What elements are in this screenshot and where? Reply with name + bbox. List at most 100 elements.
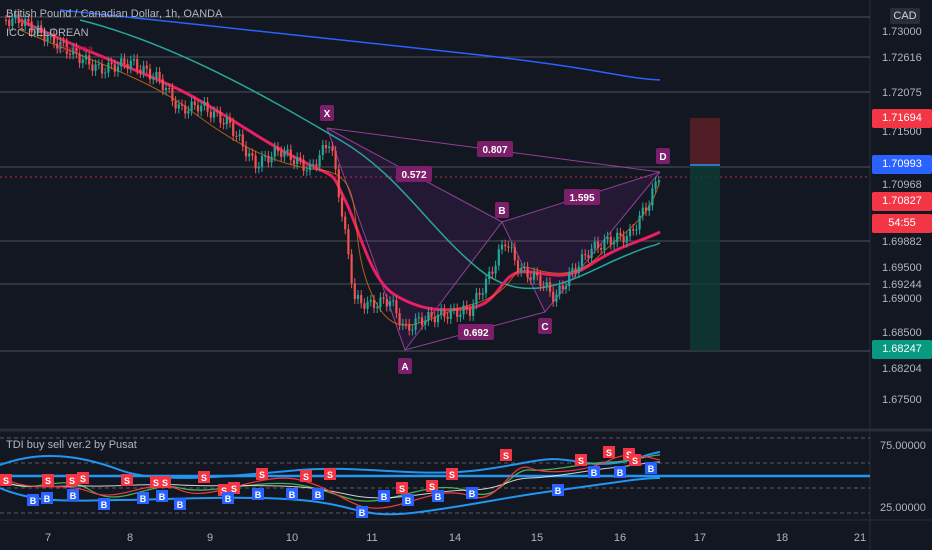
pattern-point-c bbox=[538, 318, 552, 334]
pattern-point-b bbox=[495, 202, 509, 218]
price-tag: 54:55 bbox=[872, 214, 932, 233]
symbol-title: British Pound / Canadian Dollar, 1h, OAN… bbox=[6, 8, 223, 20]
pattern-ratio bbox=[477, 141, 513, 157]
price-axis-label: 1.72616 bbox=[882, 52, 922, 64]
svg-text:B: B bbox=[315, 490, 322, 500]
svg-text:B: B bbox=[289, 490, 296, 500]
pattern-point-d bbox=[656, 148, 670, 164]
price-axis-label: 1.69000 bbox=[882, 293, 922, 305]
svg-text:S: S bbox=[606, 448, 612, 458]
tdi-signals: SSSSSSSSSSSSSSSSSSSSSBBBBBBBBBBBBBBBBBBB… bbox=[0, 446, 657, 518]
time-axis-label: 9 bbox=[207, 532, 213, 544]
svg-text:S: S bbox=[449, 470, 455, 480]
svg-text:S: S bbox=[303, 472, 309, 482]
price-candles: X A B C D 0.807 0.572 1.595 0.692 bbox=[4, 9, 670, 374]
svg-text:B: B bbox=[555, 486, 562, 496]
svg-text:B: B bbox=[498, 206, 505, 217]
time-axis-label: 11 bbox=[366, 532, 377, 544]
price-axis-label: 1.73000 bbox=[882, 26, 922, 38]
time-axis-label: 14 bbox=[449, 532, 461, 544]
price-tag: 1.71694 bbox=[872, 109, 932, 128]
ema-fast-line bbox=[19, 18, 661, 312]
time-axis-label: 10 bbox=[286, 532, 298, 544]
time-axis-label: 15 bbox=[531, 532, 543, 544]
svg-text:S: S bbox=[429, 482, 435, 492]
svg-text:S: S bbox=[578, 456, 584, 466]
svg-text:S: S bbox=[80, 474, 86, 484]
svg-text:1.595: 1.595 bbox=[569, 193, 594, 204]
time-axis-label: 17 bbox=[694, 532, 706, 544]
time-axis-label: 7 bbox=[45, 532, 51, 544]
svg-text:B: B bbox=[359, 508, 366, 518]
svg-text:0.692: 0.692 bbox=[463, 328, 488, 339]
svg-text:S: S bbox=[399, 484, 405, 494]
svg-text:S: S bbox=[3, 476, 9, 486]
svg-text:B: B bbox=[225, 494, 232, 504]
ema-slow-line bbox=[59, 9, 661, 81]
svg-text:B: B bbox=[140, 494, 147, 504]
price-axis-label: 1.69882 bbox=[882, 236, 922, 248]
indicator-sub-label[interactable]: TDI buy sell ver.2 by Pusat bbox=[6, 439, 137, 451]
indicator-main-label[interactable]: ICC DELOREAN bbox=[6, 27, 89, 39]
svg-text:0.572: 0.572 bbox=[401, 170, 426, 181]
svg-text:B: B bbox=[30, 496, 37, 506]
stop-loss-zone bbox=[690, 118, 720, 165]
time-axis-label: 21 bbox=[854, 532, 866, 544]
svg-text:B: B bbox=[591, 468, 598, 478]
price-tag: 1.70993 bbox=[872, 155, 932, 174]
price-axis-label: 1.68204 bbox=[882, 363, 922, 375]
svg-text:D: D bbox=[659, 152, 666, 163]
pattern-ratio bbox=[458, 324, 494, 340]
price-axis-label: 1.71500 bbox=[882, 126, 922, 138]
svg-text:B: B bbox=[405, 496, 412, 506]
sub-axis-label: 75.00000 bbox=[880, 440, 926, 452]
price-axis: 1.73000 1.72616 1.72075 1.71500 1.70968 1.698… bbox=[880, 26, 926, 514]
price-axis-label: 1.69244 bbox=[882, 279, 922, 291]
svg-text:S: S bbox=[632, 456, 638, 466]
price-axis-label: 1.72075 bbox=[882, 87, 922, 99]
svg-text:B: B bbox=[255, 490, 262, 500]
svg-text:B: B bbox=[381, 492, 388, 502]
price-tag: 1.68247 bbox=[872, 340, 932, 359]
svg-text:B: B bbox=[70, 491, 77, 501]
svg-text:B: B bbox=[469, 489, 476, 499]
svg-text:C: C bbox=[541, 322, 548, 333]
take-profit-zone bbox=[690, 165, 720, 351]
svg-text:A: A bbox=[401, 362, 408, 373]
pattern-point-a bbox=[398, 358, 412, 374]
time-axis: 7 8 9 10 11 14 15 16 17 18 21 bbox=[45, 532, 866, 544]
pattern-ratio bbox=[564, 189, 600, 205]
pattern-ratio bbox=[396, 166, 432, 182]
svg-text:S: S bbox=[503, 451, 509, 461]
svg-text:S: S bbox=[124, 476, 130, 486]
svg-text:B: B bbox=[44, 494, 51, 504]
indicator-main-note: Delorea bbox=[58, 44, 94, 55]
svg-text:X: X bbox=[324, 109, 331, 120]
svg-text:S: S bbox=[259, 470, 265, 480]
time-axis-label: 18 bbox=[776, 532, 788, 544]
svg-text:S: S bbox=[153, 478, 159, 488]
price-axis-label: 1.70968 bbox=[882, 179, 922, 191]
svg-text:S: S bbox=[45, 476, 51, 486]
currency-badge[interactable]: CAD bbox=[890, 8, 920, 24]
svg-text:B: B bbox=[101, 500, 108, 510]
svg-text:S: S bbox=[69, 476, 75, 486]
price-axis-label: 1.68500 bbox=[882, 327, 922, 339]
pattern-point-x bbox=[320, 105, 334, 121]
svg-text:S: S bbox=[201, 473, 207, 483]
svg-text:B: B bbox=[648, 464, 655, 474]
ema-mid-line bbox=[79, 19, 661, 290]
time-axis-label: 16 bbox=[614, 532, 626, 544]
sub-axis-label: 25.00000 bbox=[880, 502, 926, 514]
price-axis-label: 1.67500 bbox=[882, 394, 922, 406]
svg-text:B: B bbox=[177, 500, 184, 510]
svg-text:S: S bbox=[327, 470, 333, 480]
tdi-price-line bbox=[0, 454, 661, 502]
price-axis-label: 1.69500 bbox=[882, 262, 922, 274]
svg-text:S: S bbox=[221, 486, 227, 496]
time-axis-label: 8 bbox=[127, 532, 133, 544]
svg-text:B: B bbox=[159, 492, 166, 502]
svg-text:S: S bbox=[231, 484, 237, 494]
price-tag: 1.70827 bbox=[872, 192, 932, 211]
